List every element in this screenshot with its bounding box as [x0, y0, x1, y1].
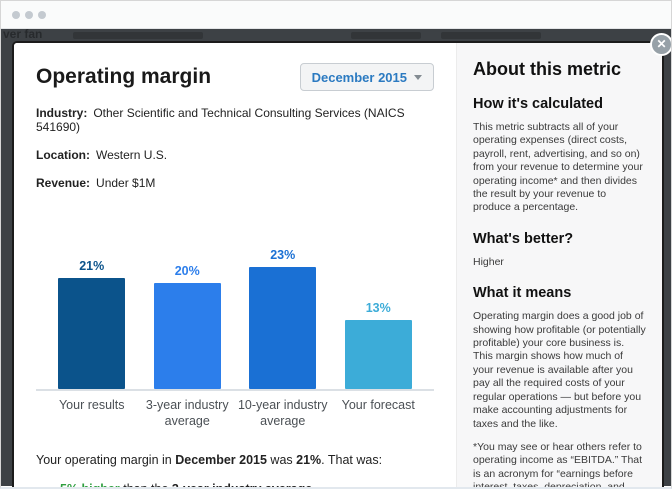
close-icon[interactable]: ✕ — [650, 33, 671, 56]
dimmed-nav-bar: ver fan — [1, 29, 671, 43]
location-value: Western U.S. — [96, 148, 168, 162]
chart-category-labels: Your results 3-year industry average 10-… — [36, 398, 434, 429]
bar-value-label: 21% — [79, 258, 105, 273]
bar-value-label: 20% — [174, 264, 200, 278]
operating-margin-bar-chart: 21% 20% 23% 13% — [36, 246, 434, 429]
ghost-nav-item — [441, 32, 541, 39]
chart-plot-area: 21% 20% 23% 13% — [36, 246, 434, 391]
page-title: Operating margin — [36, 65, 212, 88]
metric-main-pane: Operating margin December 2015 Industry:… — [14, 43, 456, 487]
industry-value: Other Scientific and Technical Consultin… — [36, 106, 405, 134]
revenue-label: Revenue: — [36, 176, 91, 190]
bar-column: 21% — [46, 259, 138, 389]
metric-detail-modal: Operating margin December 2015 Industry:… — [12, 41, 664, 488]
summary-sentence: Your operating margin in December 2015 w… — [36, 453, 434, 467]
revenue-value: Under $1M — [96, 176, 156, 190]
category-label: 3-year industry average — [145, 398, 229, 428]
sidebar-section-heading: What it means — [473, 285, 572, 302]
sidebar-paragraph: *You may see or hear others refer to ope… — [473, 440, 643, 488]
summary-value: 21% — [296, 453, 322, 468]
comparison-delta: 5% higher — [60, 482, 120, 487]
comparison-benchmark: 3-year industry average — [172, 482, 312, 487]
category-label: 10-year industry average — [237, 398, 328, 428]
industry-label: Industry: — [36, 106, 88, 120]
sidebar-paragraph: Higher — [473, 255, 504, 268]
category-label: Your results — [58, 398, 125, 412]
window-control-dot[interactable] — [38, 10, 46, 19]
summary-period: December 2015 — [175, 453, 267, 468]
period-dropdown-value: December 2015 — [311, 69, 407, 85]
chevron-down-icon — [414, 74, 422, 80]
bar-3-year-average — [153, 283, 221, 389]
bar-column: 13% — [332, 301, 424, 389]
bar-your-forecast — [344, 320, 412, 389]
industry-row: Industry: Other Scientific and Technical … — [36, 106, 434, 134]
bar-column: 20% — [141, 264, 233, 389]
ghost-nav-item — [351, 32, 421, 39]
sidebar-sections: How it's calculated This metric subtracts… — [473, 96, 646, 488]
ghost-nav-item — [73, 32, 203, 39]
window-control-dot[interactable] — [25, 10, 33, 19]
sidebar-title: About this metric — [473, 59, 622, 79]
summary-text: Your operating margin in — [36, 453, 176, 468]
sidebar-paragraph: This metric subtracts all of your operat… — [473, 121, 643, 214]
summary-text: . That was: — [321, 453, 383, 468]
bar-your-results — [58, 277, 126, 389]
bar-column: 23% — [237, 248, 329, 389]
revenue-row: Revenue: Under $1M — [36, 176, 434, 190]
sidebar-section-heading: How it's calculated — [473, 96, 603, 112]
bar-10-year-average — [249, 267, 317, 389]
bar-value-label: 23% — [270, 248, 296, 263]
browser-title-bar — [1, 1, 671, 29]
bar-value-label: 13% — [365, 301, 391, 316]
window-control-dot[interactable] — [12, 10, 20, 19]
comparison-text: than the — [120, 482, 172, 487]
summary-text: was — [266, 453, 297, 468]
category-label: Your forecast — [341, 398, 415, 412]
metric-filters: Industry: Other Scientific and Technical … — [36, 106, 434, 190]
comparison-list: 5% higher than the 3-year industry avera… — [36, 482, 434, 487]
location-row: Location: Western U.S. — [36, 148, 434, 162]
sidebar-section-heading: What's better? — [473, 230, 574, 247]
location-label: Location: — [36, 148, 90, 162]
period-dropdown[interactable]: December 2015 — [299, 63, 434, 91]
sidebar-paragraph: Operating margin does a good job of show… — [473, 310, 646, 430]
about-metric-sidebar: About this metric How it's calculated Thi… — [456, 43, 662, 488]
ghost-nav-text: ver fan — [3, 29, 43, 41]
comparison-item-positive: 5% higher than the 3-year industry avera… — [60, 482, 434, 487]
